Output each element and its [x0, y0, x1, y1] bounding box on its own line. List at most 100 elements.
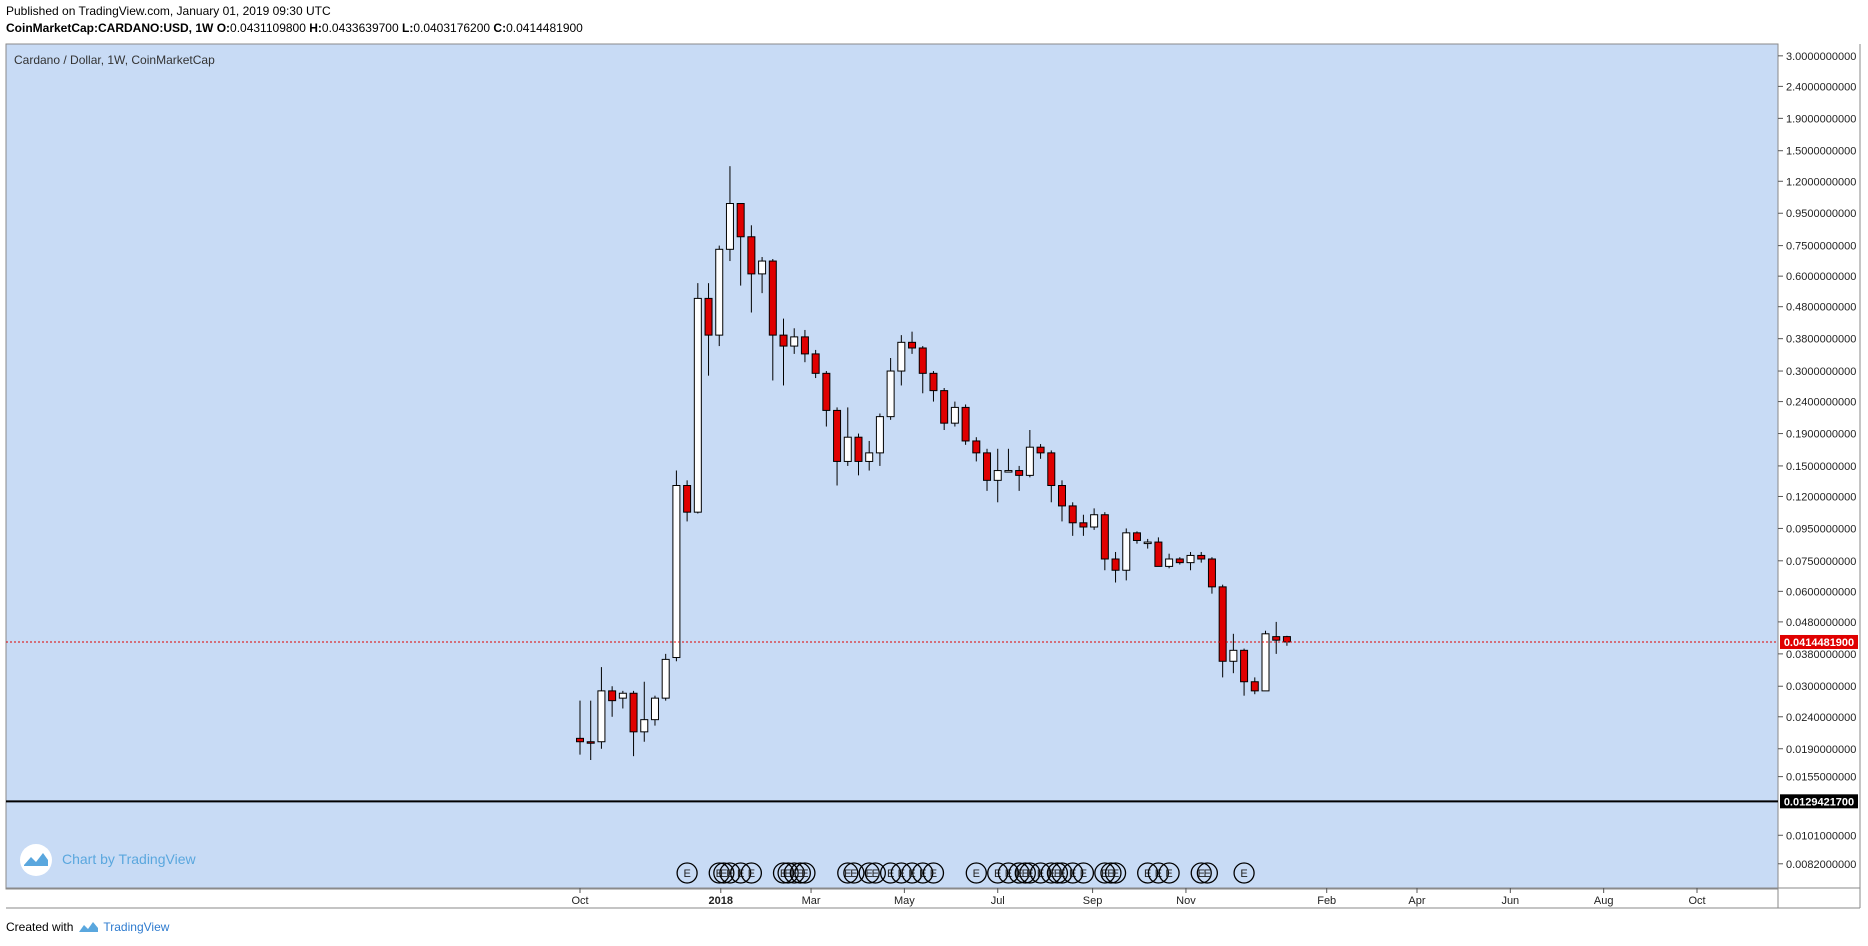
event-marker-circle — [676, 862, 698, 884]
earnings-event-marker[interactable]: E — [1062, 862, 1084, 884]
candle-body — [736, 203, 745, 238]
earnings-event-marker[interactable]: E — [987, 862, 1009, 884]
y-tick-label: 0.0950000000 — [1786, 523, 1856, 535]
earnings-event-marker[interactable]: E — [777, 862, 799, 884]
candle-body — [993, 470, 1002, 481]
close-value: 0.0414481900 — [506, 21, 583, 35]
earnings-event-marker[interactable]: E — [772, 862, 795, 884]
x-tick-label: Apr — [1408, 895, 1425, 907]
candle — [1111, 551, 1120, 583]
event-marker-label: E — [1058, 868, 1065, 880]
earnings-event-marker[interactable]: E — [1040, 862, 1062, 884]
earnings-event-marker[interactable]: E — [1072, 862, 1095, 884]
candle — [854, 433, 863, 476]
earnings-event-marker[interactable]: E — [1104, 862, 1127, 884]
earnings-event-marker[interactable]: E — [922, 862, 945, 884]
event-marker-label: E — [1022, 868, 1029, 880]
earnings-event-marker[interactable]: E — [1019, 862, 1041, 884]
candle — [693, 283, 702, 514]
candle-body — [1272, 636, 1281, 641]
plot-area[interactable] — [5, 43, 1779, 890]
earnings-event-marker[interactable]: E — [676, 862, 698, 884]
event-marker-label: E — [908, 868, 915, 880]
earnings-event-marker[interactable]: E — [858, 862, 880, 884]
earnings-event-marker[interactable]: E — [912, 862, 934, 884]
earnings-event-marker[interactable]: E — [1196, 862, 1219, 884]
earnings-event-marker[interactable]: E — [1046, 862, 1069, 884]
earnings-event-marker[interactable]: E — [1094, 862, 1116, 884]
earnings-event-marker[interactable]: E — [1233, 862, 1255, 884]
earnings-event-marker[interactable]: E — [783, 862, 805, 884]
earnings-event-marker[interactable]: E — [890, 862, 912, 884]
candle-body — [1229, 649, 1238, 662]
event-marker-circle — [879, 862, 902, 884]
y-tick-label: 1.9000000000 — [1786, 113, 1856, 125]
earnings-event-marker[interactable]: E — [837, 862, 859, 884]
event-marker-label: E — [1048, 868, 1055, 880]
candle-body — [1004, 470, 1013, 473]
candle — [1229, 633, 1238, 674]
event-marker-circle — [901, 862, 923, 884]
earnings-event-marker[interactable]: E — [1051, 862, 1073, 884]
candle-body — [833, 409, 842, 462]
event-marker-circle — [843, 862, 865, 884]
candle — [736, 203, 745, 286]
candle-body — [800, 336, 809, 355]
last-price-badge — [1780, 634, 1858, 649]
y-tick-label: 0.4800000000 — [1786, 302, 1856, 314]
event-marker-label: E — [726, 868, 733, 880]
candle-body — [650, 697, 659, 721]
candle-body — [865, 452, 874, 462]
x-tick-label: 2018 — [709, 895, 733, 907]
earnings-event-marker[interactable]: E — [794, 862, 816, 884]
candle — [650, 695, 659, 726]
candle-body — [1240, 649, 1249, 683]
candle — [972, 437, 981, 462]
candle — [918, 346, 927, 394]
earnings-event-marker[interactable]: E — [719, 862, 741, 884]
earnings-event-marker[interactable]: E — [713, 862, 735, 884]
candle — [1025, 430, 1034, 478]
candle — [961, 404, 970, 445]
event-marker-circle — [987, 862, 1009, 884]
candle — [597, 667, 606, 749]
event-marker-circle — [740, 862, 763, 884]
earnings-event-marker[interactable]: E — [864, 862, 886, 884]
candle — [1068, 502, 1077, 536]
earnings-event-marker[interactable]: E — [1137, 862, 1159, 884]
event-marker-circle — [1137, 862, 1159, 884]
earnings-event-marker[interactable]: E — [901, 862, 923, 884]
earnings-event-marker[interactable]: E — [1014, 862, 1036, 884]
earnings-event-marker[interactable]: E — [1029, 862, 1052, 884]
event-marker-circle — [1040, 862, 1062, 884]
event-marker-circle — [1062, 862, 1084, 884]
x-tick-label: Oct — [1688, 895, 1705, 907]
earnings-event-marker[interactable]: E — [789, 862, 811, 884]
event-marker-label: E — [1026, 868, 1033, 880]
candle-body — [929, 372, 938, 392]
earnings-event-marker[interactable]: E — [1190, 862, 1212, 884]
earnings-event-marker[interactable]: E — [997, 862, 1020, 884]
symbol-label: CoinMarketCap:CARDANO:USD, 1W — [6, 21, 214, 35]
tradingview-link[interactable]: TradingView — [103, 920, 170, 934]
earnings-event-marker[interactable]: E — [740, 862, 763, 884]
earnings-event-marker[interactable]: E — [879, 862, 902, 884]
earnings-event-marker[interactable]: E — [1147, 862, 1170, 884]
earnings-event-marker[interactable]: E — [843, 862, 865, 884]
earnings-event-marker[interactable]: E — [1008, 862, 1030, 884]
y-tick-label: 0.3000000000 — [1786, 366, 1856, 378]
earnings-event-marker[interactable]: E — [730, 862, 752, 884]
earnings-event-marker[interactable]: E — [708, 862, 730, 884]
earnings-event-marker[interactable]: E — [965, 862, 987, 884]
candle — [940, 388, 949, 431]
event-marker-label: E — [1005, 868, 1012, 880]
earnings-event-marker[interactable]: E — [1158, 862, 1180, 884]
watermark-text: Chart by TradingView — [62, 851, 196, 867]
x-tick-label: Aug — [1594, 895, 1614, 907]
event-marker-circle — [890, 862, 912, 884]
high-label: H: — [309, 21, 322, 35]
watermark[interactable]: Chart by TradingView — [20, 844, 196, 876]
earnings-event-marker[interactable]: E — [1100, 862, 1122, 884]
x-tick-label: May — [894, 895, 915, 907]
